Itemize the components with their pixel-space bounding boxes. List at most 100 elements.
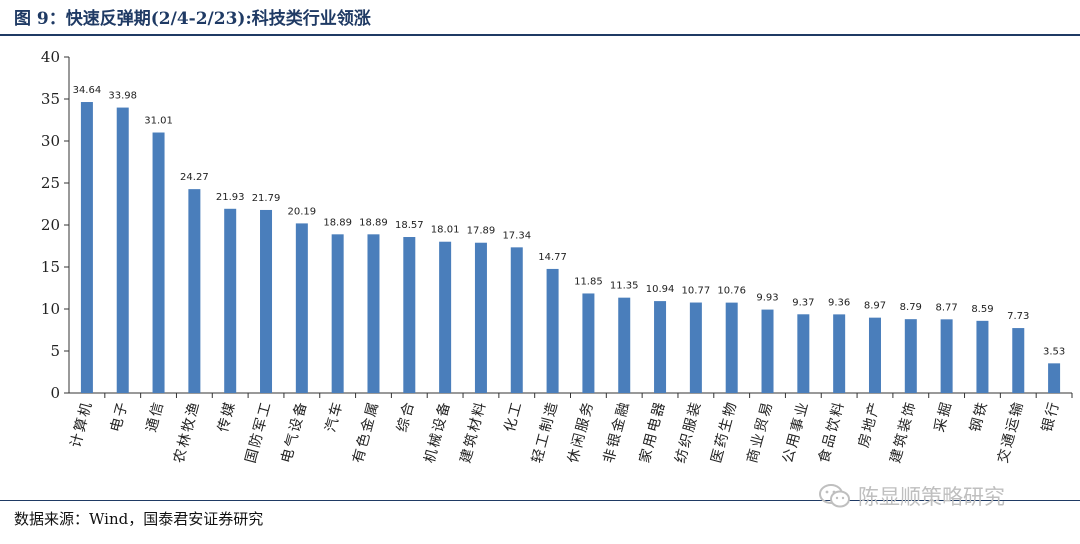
- data-label: 33.98: [108, 91, 137, 102]
- wechat-icon: [818, 482, 852, 510]
- data-label: 8.77: [935, 302, 957, 313]
- category-label: 交通运输: [994, 399, 1027, 465]
- bar: [116, 107, 129, 394]
- bar: [152, 132, 165, 393]
- bar-chart: 0 5 10 15 20 25 30 35 40 34.64 计算机 33.98 电子 31.01 通信 24…: [41, 48, 1073, 465]
- category-label: 银行: [1039, 399, 1063, 434]
- category-label: 综合: [394, 399, 418, 434]
- y-tick-label: 10: [41, 300, 60, 318]
- category-label: 建筑材料: [458, 399, 490, 465]
- bar: [510, 247, 523, 393]
- data-label: 8.79: [900, 302, 922, 313]
- data-label: 18.57: [395, 220, 424, 231]
- y-tick-label: 30: [41, 132, 60, 150]
- data-label: 17.89: [467, 226, 496, 237]
- bar: [188, 189, 201, 393]
- y-tick-label: 5: [50, 342, 60, 360]
- bar: [761, 309, 774, 393]
- bar: [260, 209, 273, 393]
- data-label: 31.01: [144, 116, 173, 127]
- bar: [725, 302, 738, 393]
- data-label: 20.19: [288, 206, 317, 217]
- category-label: 有色金属: [349, 399, 382, 465]
- category-label: 非银金融: [601, 399, 633, 465]
- category-label: 商业贸易: [744, 399, 776, 465]
- data-label: 7.73: [1007, 311, 1029, 322]
- bar: [331, 234, 344, 393]
- data-label: 3.53: [1043, 346, 1065, 357]
- data-label: 8.97: [864, 301, 886, 312]
- y-tick-label: 0: [50, 384, 60, 402]
- data-source-note: 数据来源：Wind，国泰君安证券研究: [14, 510, 264, 528]
- bar: [940, 319, 953, 393]
- bar: [367, 234, 380, 393]
- data-label: 10.76: [717, 286, 746, 297]
- category-label: 公用事业: [780, 399, 812, 465]
- data-label: 18.89: [323, 217, 352, 228]
- category-label: 农林牧渔: [171, 399, 203, 465]
- data-label: 17.34: [502, 230, 531, 241]
- category-label: 计算机: [68, 399, 96, 450]
- category-label: 房地产: [856, 399, 884, 450]
- data-label: 18.89: [359, 217, 388, 228]
- category-label: 钢铁: [968, 399, 992, 434]
- watermark-text: 陈显顺策略研究: [858, 485, 1005, 509]
- category-label: 通信: [144, 399, 168, 434]
- data-label: 9.36: [828, 297, 850, 308]
- data-label: 9.93: [756, 293, 778, 304]
- data-label: 11.85: [574, 276, 603, 287]
- bar: [1012, 328, 1025, 393]
- bar: [618, 297, 631, 393]
- category-label: 汽车: [322, 399, 347, 434]
- category-label: 电子: [108, 399, 132, 434]
- bar: [797, 314, 810, 393]
- data-label: 10.77: [682, 286, 711, 297]
- data-label: 8.59: [971, 304, 993, 315]
- y-tick-label: 20: [41, 216, 60, 234]
- bar: [976, 320, 989, 393]
- bar: [546, 268, 559, 393]
- bar: [295, 223, 308, 393]
- bar: [904, 319, 917, 393]
- category-label: 化工: [502, 399, 526, 434]
- data-label: 21.79: [252, 193, 281, 204]
- y-tick-label: 35: [41, 90, 60, 108]
- bar: [439, 241, 452, 393]
- chart-title: 图 9：快速反弹期(2/4-2/23):科技类行业领涨: [14, 9, 371, 29]
- bar: [582, 293, 595, 393]
- bar: [474, 242, 487, 393]
- data-label: 10.94: [646, 284, 675, 295]
- category-label: 休闲服务: [565, 399, 597, 465]
- category-label: 采掘: [932, 399, 956, 434]
- data-label: 34.64: [73, 85, 102, 96]
- title-divider: [0, 34, 1080, 36]
- category-label: 家用电器: [636, 399, 669, 465]
- bar: [224, 208, 237, 393]
- data-label: 18.01: [431, 225, 460, 236]
- bar: [833, 314, 846, 393]
- footer-divider: [0, 500, 1080, 501]
- category-label: 轻工制造: [529, 399, 561, 465]
- data-label: 21.93: [216, 192, 245, 203]
- category-label: 国防军工: [243, 399, 275, 465]
- category-label: 机械设备: [421, 399, 454, 465]
- category-label: 食品饮料: [815, 399, 848, 465]
- category-label: 建筑装饰: [888, 399, 920, 465]
- data-label: 14.77: [538, 252, 567, 263]
- bar: [403, 237, 416, 393]
- bar: [868, 317, 881, 393]
- y-tick-label: 40: [41, 48, 60, 66]
- y-tick-label: 15: [41, 258, 60, 276]
- watermark: 陈显顺策略研究: [818, 478, 1048, 514]
- bar: [654, 301, 667, 393]
- category-label: 医药生物: [709, 399, 741, 465]
- bar: [1048, 363, 1061, 393]
- category-label: 电气设备: [278, 399, 311, 465]
- bar: [689, 302, 702, 393]
- y-tick-label: 25: [41, 174, 60, 192]
- category-label: 传媒: [215, 399, 239, 434]
- data-label: 11.35: [610, 281, 639, 292]
- data-label: 24.27: [180, 172, 209, 183]
- category-label: 纺织服装: [673, 399, 705, 465]
- data-label: 9.37: [792, 297, 814, 308]
